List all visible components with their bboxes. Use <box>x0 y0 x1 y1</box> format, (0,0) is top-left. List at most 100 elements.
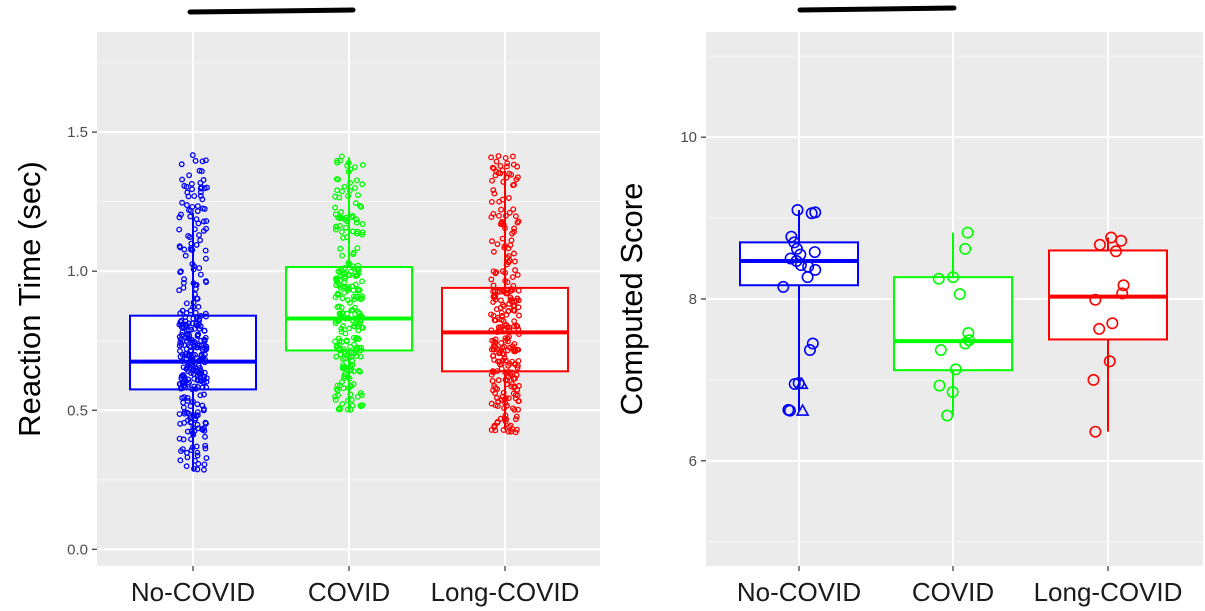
data-point <box>504 335 511 342</box>
data-point <box>794 259 807 272</box>
data-point <box>355 266 362 273</box>
data-point <box>512 213 519 220</box>
data-point <box>497 415 504 422</box>
points-long-covid <box>488 153 522 436</box>
data-point <box>193 295 200 302</box>
data-point <box>199 426 206 433</box>
data-point <box>183 463 190 470</box>
data-point <box>515 287 522 294</box>
data-point <box>941 409 954 422</box>
data-point <box>359 402 366 409</box>
data-point <box>353 219 360 226</box>
data-point <box>181 276 188 283</box>
data-point <box>197 189 204 196</box>
data-point <box>177 448 184 454</box>
data-point <box>196 265 203 272</box>
data-point <box>495 377 502 384</box>
data-point <box>777 280 790 293</box>
data-point <box>511 340 518 347</box>
data-point <box>193 320 200 327</box>
data-point <box>503 416 510 422</box>
data-point <box>354 334 360 341</box>
data-point <box>502 269 509 276</box>
data-point <box>198 342 205 349</box>
y-axis-title: Reaction Time (sec) <box>12 161 47 437</box>
data-point <box>176 381 183 387</box>
data-point <box>183 331 190 338</box>
data-point <box>183 202 190 209</box>
data-point <box>341 264 348 271</box>
data-point <box>502 357 509 364</box>
data-point <box>181 383 188 390</box>
data-point <box>349 402 356 409</box>
data-point <box>336 303 342 310</box>
data-point <box>177 310 184 317</box>
data-point <box>332 396 339 403</box>
data-point <box>353 177 360 184</box>
data-point <box>201 327 208 334</box>
data-point <box>200 177 207 183</box>
data-point <box>201 461 208 468</box>
data-point <box>502 376 509 383</box>
data-point <box>500 389 507 396</box>
data-point <box>200 466 207 473</box>
data-point <box>338 304 345 311</box>
data-point <box>515 398 522 404</box>
data-point <box>510 282 517 289</box>
data-point <box>490 282 497 289</box>
data-point <box>342 355 349 362</box>
data-point <box>187 412 194 419</box>
data-point <box>505 308 512 314</box>
data-point <box>341 375 348 382</box>
data-point <box>491 356 498 363</box>
data-point <box>357 368 363 375</box>
data-point <box>177 268 184 275</box>
y-tick-label: 0.0 <box>67 541 88 558</box>
data-point <box>500 427 507 433</box>
box-covid <box>285 157 413 411</box>
data-point <box>190 266 197 273</box>
data-point <box>515 406 522 413</box>
data-point <box>357 347 364 354</box>
data-point <box>347 180 354 186</box>
data-point <box>347 367 354 374</box>
data-point <box>510 182 517 189</box>
data-point <box>512 267 519 274</box>
data-point <box>355 192 361 199</box>
data-point <box>199 355 206 362</box>
data-point <box>347 391 354 398</box>
data-point <box>337 284 344 291</box>
data-point <box>498 340 505 346</box>
data-point <box>358 204 365 211</box>
data-point <box>179 358 186 364</box>
data-point <box>186 361 193 368</box>
data-point <box>504 160 511 167</box>
data-point <box>488 276 495 283</box>
data-point <box>341 279 347 286</box>
data-point <box>515 218 522 225</box>
data-point <box>352 200 359 207</box>
y-axis-title: Computed Score <box>614 183 649 416</box>
data-point <box>181 419 188 426</box>
data-point <box>345 287 351 294</box>
data-point <box>502 155 509 162</box>
data-point <box>505 195 512 201</box>
data-point <box>197 323 204 330</box>
data-point <box>491 342 498 349</box>
data-point <box>183 300 190 307</box>
data-point <box>493 158 500 165</box>
data-point <box>184 395 191 401</box>
data-point <box>181 246 188 253</box>
data-point <box>187 347 194 354</box>
data-point <box>946 386 959 399</box>
data-point <box>187 213 194 220</box>
data-point <box>179 176 186 183</box>
points-covid <box>332 153 366 413</box>
data-point <box>502 412 509 419</box>
box-covid <box>893 232 1013 416</box>
data-point <box>176 287 183 294</box>
data-point <box>355 308 361 315</box>
data-point <box>189 337 196 344</box>
data-point <box>340 323 346 330</box>
data-point <box>180 280 187 286</box>
